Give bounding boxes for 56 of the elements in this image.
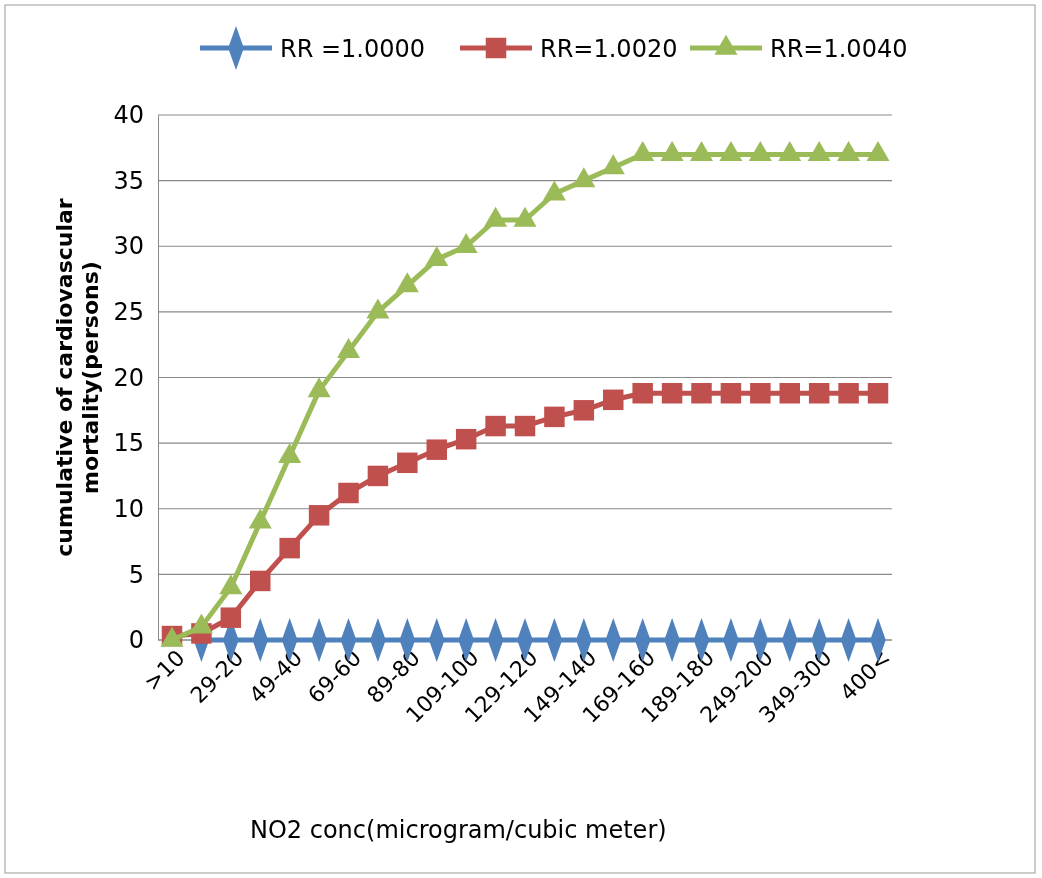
point <box>514 415 536 437</box>
point <box>778 141 802 162</box>
point <box>807 141 831 162</box>
point <box>867 383 889 404</box>
y-tick-label: 35 <box>113 166 144 195</box>
point <box>513 206 537 227</box>
point <box>838 383 859 404</box>
y-tick-label: 15 <box>113 429 144 458</box>
point <box>279 537 300 559</box>
point <box>366 298 390 319</box>
point <box>338 482 359 504</box>
point <box>542 180 566 201</box>
y-tick-label: 0 <box>128 626 144 655</box>
point <box>691 383 712 404</box>
point <box>455 428 477 450</box>
point <box>779 383 800 404</box>
point <box>425 246 449 267</box>
point <box>689 141 714 162</box>
y-tick-label: 30 <box>113 232 144 261</box>
point <box>367 465 389 487</box>
legend-label: RR=1.0020 <box>540 35 678 63</box>
point <box>544 406 565 428</box>
point <box>750 383 771 404</box>
point <box>250 570 271 592</box>
legend-label: RR=1.0040 <box>770 35 908 63</box>
point <box>661 383 683 404</box>
point <box>837 141 861 162</box>
y-tick-label: 25 <box>113 298 144 327</box>
point <box>601 154 625 175</box>
point <box>572 167 596 188</box>
point <box>308 505 330 526</box>
y-tick-label: 5 <box>128 560 144 589</box>
point <box>660 141 684 162</box>
point <box>866 141 890 162</box>
point <box>484 206 508 227</box>
y-axis-title: cumulative of cardiovascular mortality(persons) <box>52 198 104 557</box>
point <box>631 141 655 162</box>
point <box>307 377 331 398</box>
y-tick-label: 20 <box>113 363 144 392</box>
x-axis-title: NO2 conc(microgram/cubic meter) <box>250 816 667 844</box>
y-tick-label: 40 <box>113 101 144 130</box>
point <box>603 389 624 411</box>
point <box>220 607 242 628</box>
point <box>395 272 419 293</box>
point <box>748 141 772 162</box>
point <box>426 439 447 460</box>
legend-label: RR =1.0000 <box>280 35 426 63</box>
point <box>485 415 506 437</box>
point <box>719 141 743 162</box>
point <box>720 383 742 404</box>
point <box>808 383 830 404</box>
point <box>632 383 653 404</box>
point <box>573 400 595 421</box>
point <box>454 232 478 253</box>
y-tick-label: 10 <box>113 494 144 523</box>
point <box>397 452 418 474</box>
